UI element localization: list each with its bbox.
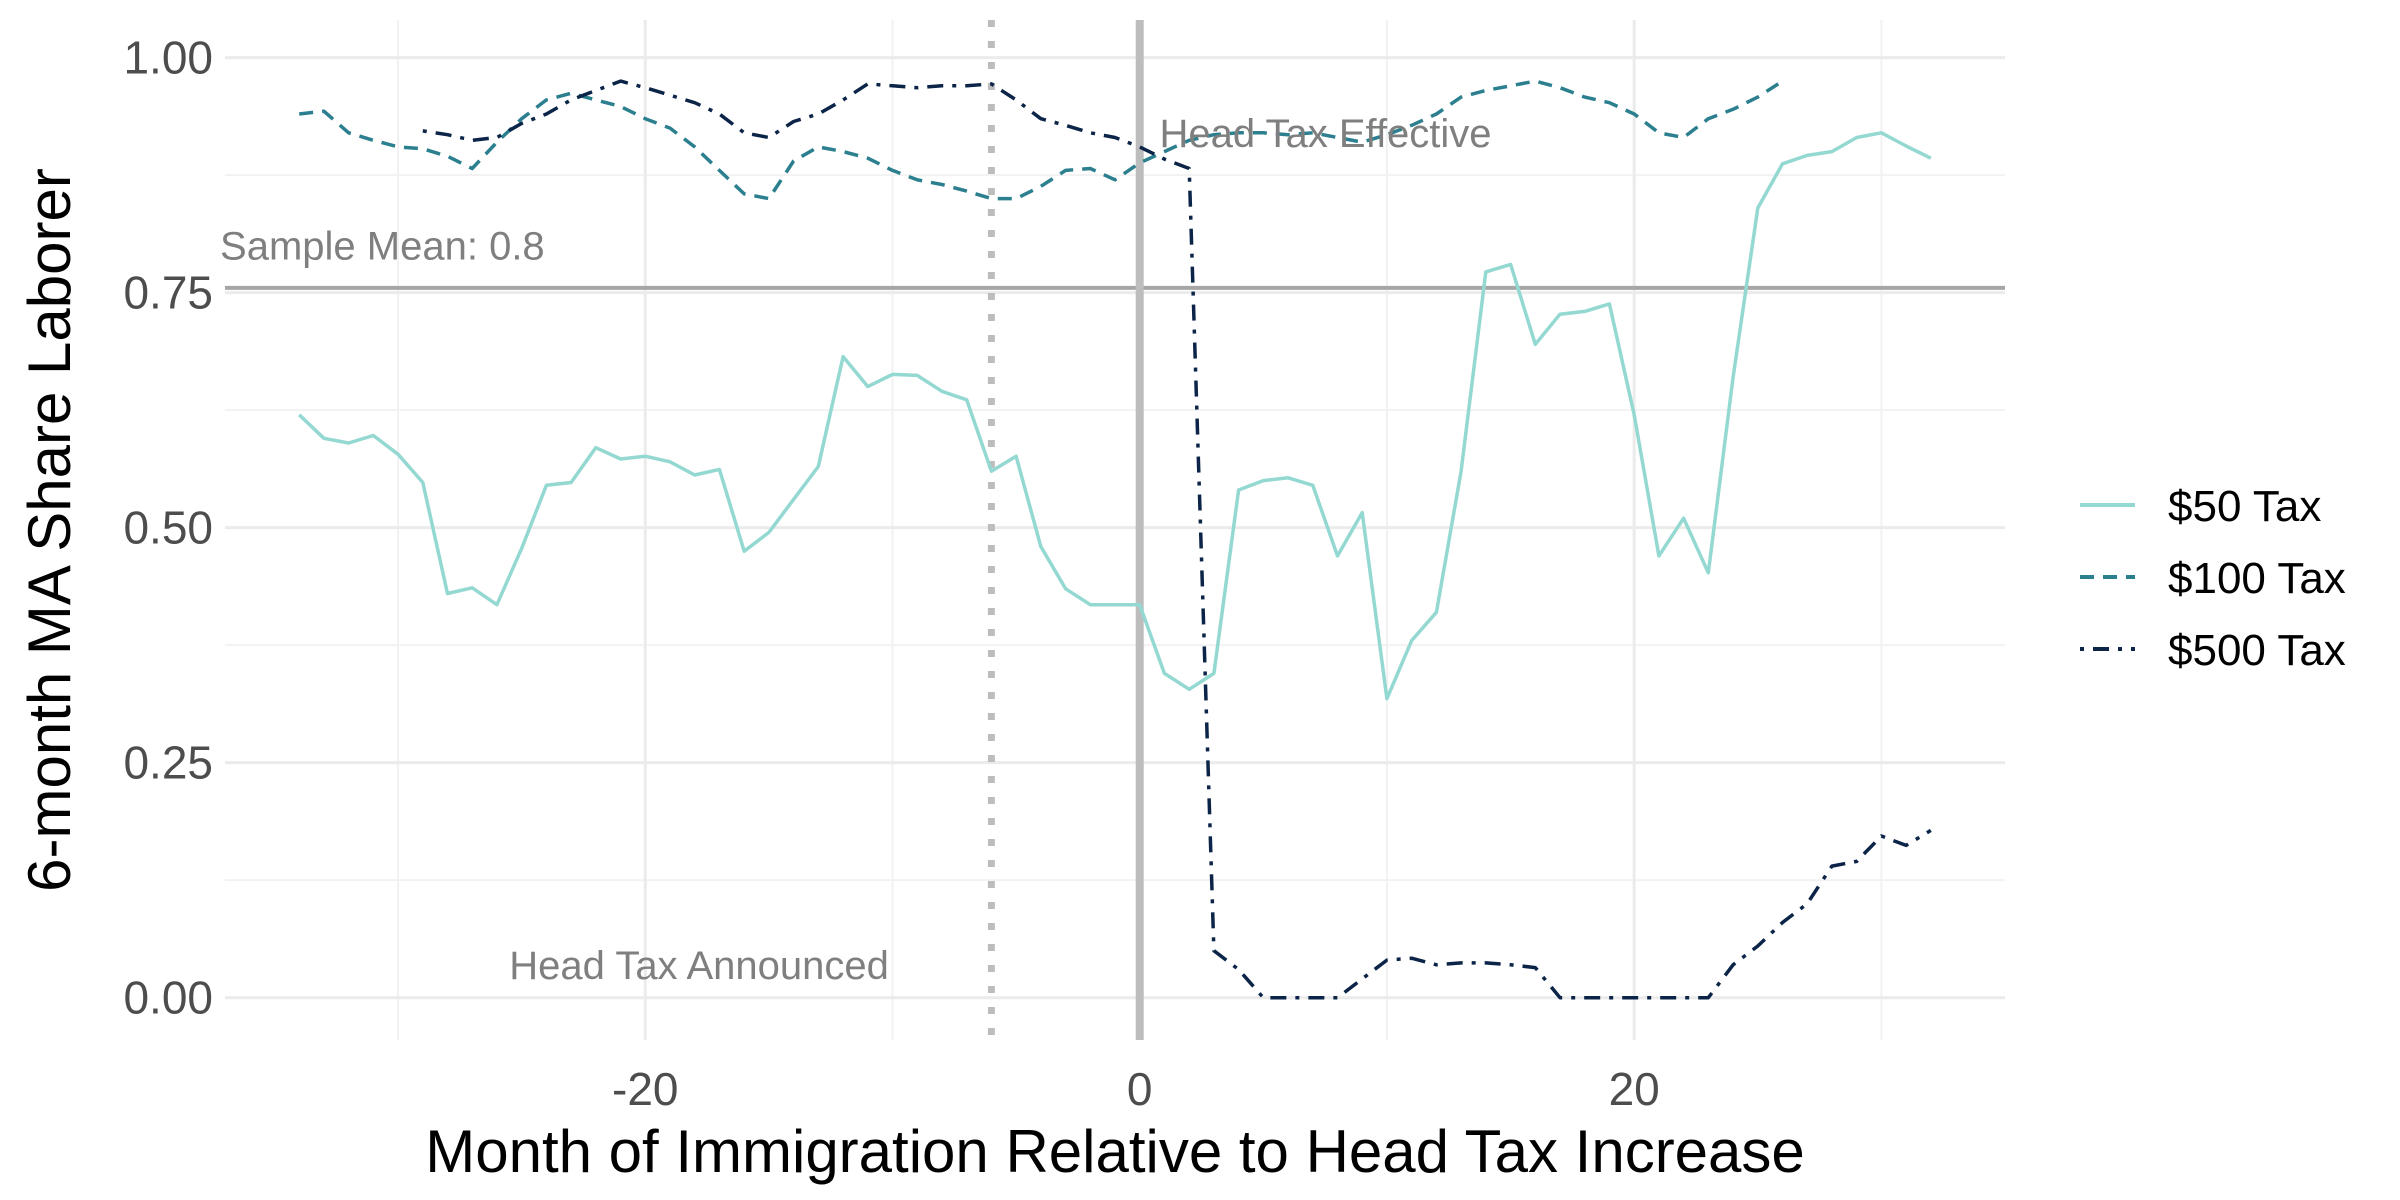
x-axis-title: Month of Immigration Relative to Head Ta… [425, 1118, 1805, 1185]
legend-label-3: $500 Tax [2168, 626, 2346, 675]
annotation-sample-mean: Sample Mean: 0.8 [220, 225, 545, 269]
x-axis-tick-labels: -20 0 20 [612, 1063, 1660, 1115]
y-tick-label: 0.75 [123, 267, 213, 319]
x-tick-label: -20 [612, 1063, 678, 1115]
major-gridlines [225, 20, 2005, 1040]
y-tick-label: 0.00 [123, 972, 213, 1024]
reference-lines [225, 20, 2005, 1040]
y-tick-label: 1.00 [123, 32, 213, 84]
series-line-3 [422, 79, 1932, 1000]
y-axis-title: 6-month MA Share Laborer [16, 168, 83, 892]
annotation-head-tax-effective: Head Tax Effective [1160, 112, 1492, 156]
y-tick-label: 0.25 [123, 737, 213, 789]
annotations: Head Tax Effective Sample Mean: 0.8 Head… [220, 112, 1492, 988]
x-tick-label: 0 [1127, 1063, 1153, 1115]
legend-label-1: $50 Tax [2168, 482, 2321, 531]
annotation-head-tax-announced: Head Tax Announced [509, 944, 889, 988]
series-lines [297, 79, 1932, 1000]
y-tick-label: 0.50 [123, 502, 213, 554]
y-axis-tick-labels: 0.00 0.25 0.50 0.75 1.00 [123, 32, 213, 1024]
legend-label-2: $100 Tax [2168, 554, 2346, 603]
series-line-1 [297, 131, 1932, 701]
series-line-2 [299, 79, 1784, 201]
minor-gridlines [225, 20, 2005, 1040]
legend: $50 Tax $100 Tax $500 Tax [2080, 482, 2346, 675]
x-tick-label: 20 [1609, 1063, 1660, 1115]
